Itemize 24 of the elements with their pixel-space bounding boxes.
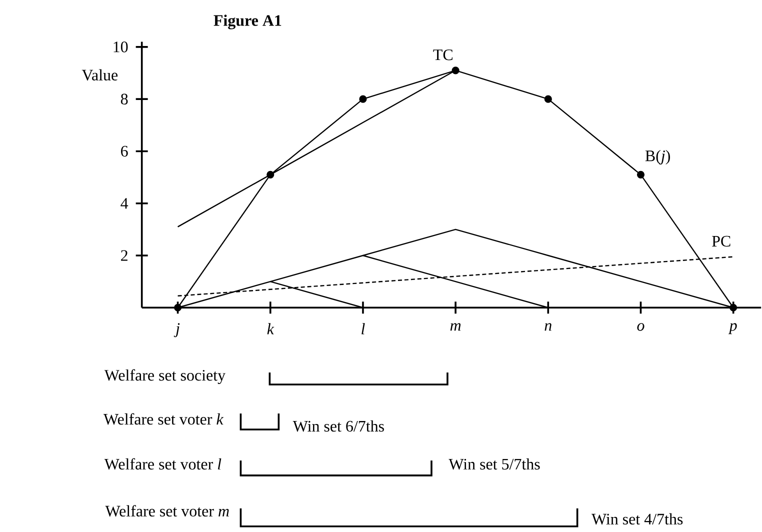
text: Win set 5/7ths [448,458,540,470]
text: Welfare set voter k [103,413,224,425]
y-tick-label: 2 [121,250,128,261]
y-tick-label: 10 [114,41,128,52]
x-tick-label: j [174,322,180,337]
series-label: PC [712,236,730,246]
series-label: TC [433,49,452,60]
series-label: B(j) [645,150,670,164]
y-tick-label: 6 [121,146,128,156]
x-tick-label: o [637,322,644,331]
y-tick-label: 4 [120,198,128,208]
y-tick-label: 8 [120,94,128,104]
text: Welfare set voter m [105,504,229,516]
text: Win set 6/7ths [292,420,384,432]
x-tick-label: n [544,322,552,330]
x-tick-label: k [267,322,274,334]
text: Win set 4/7ths [592,513,683,524]
x-tick-label: l [362,322,365,334]
text: Welfare set society [104,369,226,384]
text: Welfare set voter l [104,458,222,470]
chart-title: Figure A1 [214,14,282,30]
y-axis-title: Value [82,69,118,80]
x-tick-label: p [728,322,737,334]
x-tick-label: m [450,322,461,330]
